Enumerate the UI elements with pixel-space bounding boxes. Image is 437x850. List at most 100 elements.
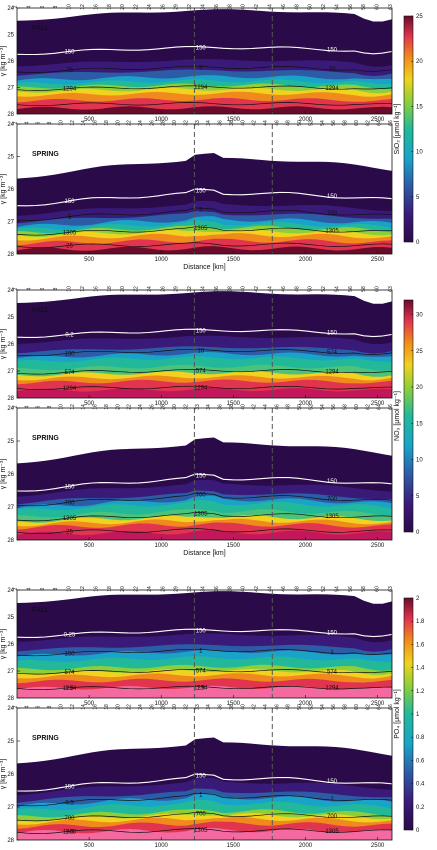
contour-label: 150 <box>196 188 207 194</box>
colorbar-tick-label: 0.6 <box>416 758 425 764</box>
station-tick-label: 60 <box>354 704 360 710</box>
station-tick-label: 16 <box>93 586 99 592</box>
ytick-label: 28 <box>7 112 14 118</box>
contour-label: 150 <box>196 473 207 479</box>
station-tick-label: 16 <box>93 404 99 410</box>
data-band <box>17 529 392 540</box>
station-tick-label: 52 <box>321 586 327 592</box>
ytick-label: 28 <box>7 838 14 844</box>
station-tick-label: 42 <box>254 4 260 10</box>
ytick-label: 26 <box>7 187 14 193</box>
station-tick-label: 38 <box>227 4 233 10</box>
station-tick-label: 2 <box>13 705 19 708</box>
colorbar-tick-label: 2 <box>416 596 420 602</box>
contour-label: 700 <box>64 816 75 822</box>
station-tick-label: 33 <box>195 404 201 410</box>
station-tick-label: 18 <box>107 586 113 592</box>
station-tick-label: 8 <box>47 121 53 124</box>
ytick-label: 27 <box>7 669 14 675</box>
contour-label: 150 <box>64 351 75 357</box>
station-tick-label: 34 <box>206 120 212 126</box>
station-tick-label: 34 <box>201 286 207 292</box>
station-tick-label: 56 <box>348 586 354 592</box>
station-tick-label: 4 <box>24 705 30 708</box>
contour-label: 1294 <box>194 85 208 91</box>
contour-label: 700 <box>327 814 338 820</box>
station-tick-label: 48 <box>294 586 300 592</box>
xtick-label: 1500 <box>227 843 241 849</box>
colorbar: 0 5 10 15 20 25 SiO₂ [μmol kg⁻¹] <box>394 14 423 246</box>
station-tick-label: 32 <box>184 404 190 410</box>
station-tick-label: 22 <box>127 120 133 126</box>
x-axis-label: Distance [km] <box>183 550 225 557</box>
contour-label: 150 <box>327 779 338 785</box>
contour-line <box>17 648 392 657</box>
station-tick-label: 42 <box>252 120 258 126</box>
contour-label: 5 <box>199 65 203 71</box>
station-tick-label: 40 <box>240 120 246 126</box>
panel-title: SPRING <box>32 435 59 442</box>
station-tick-label: 6 <box>36 405 42 408</box>
station-tick-label: 24 <box>138 404 144 410</box>
ytick-label: 25 <box>7 155 14 161</box>
contour-line <box>17 226 392 236</box>
contour-label: 0.2 <box>65 333 74 339</box>
station-tick-label: 26 <box>160 4 166 10</box>
station-tick-label: 6 <box>40 5 46 8</box>
station-tick-label: 56 <box>348 286 354 292</box>
contour-label: 150 <box>64 651 75 657</box>
colorbar-label: PO₄ [μmol kg⁻¹] <box>394 689 401 739</box>
xtick-label: 500 <box>84 117 95 123</box>
contour-label: 75 <box>66 68 73 74</box>
contour-label: 1294 <box>325 369 339 375</box>
ytick-label: 27 <box>7 805 14 811</box>
contour-line <box>17 207 392 221</box>
station-tick-label: 24 <box>147 4 153 10</box>
station-tick-label: 40 <box>241 286 247 292</box>
station-tick-label: 10 <box>59 404 65 410</box>
station-tick-label: 54 <box>334 4 340 10</box>
station-tick-label: 62 <box>365 120 371 126</box>
xtick-label: 2500 <box>371 117 385 123</box>
data-band <box>17 685 392 698</box>
data-band <box>17 246 392 254</box>
station-tick-label: 2 <box>13 5 19 8</box>
station-tick-label: 24 <box>147 286 153 292</box>
panel-title: FALL <box>32 25 50 32</box>
station-tick-label: 8 <box>53 587 59 590</box>
y-axis-label: γ [kg m⁻³] <box>0 174 7 205</box>
ytick-label: 28 <box>7 252 14 258</box>
contour-line <box>17 628 392 638</box>
contour-label: 574 <box>327 350 338 356</box>
station-tick-label: 62 <box>365 704 371 710</box>
station-tick-label: 26 <box>149 404 155 410</box>
contour-label: 150 <box>64 484 75 490</box>
xtick-label: 2500 <box>371 843 385 849</box>
station-tick-label: 22 <box>134 4 140 10</box>
ytick-label: 26 <box>7 472 14 478</box>
contour-label: 5 <box>199 207 203 213</box>
xtick-label: 1000 <box>155 701 169 707</box>
y-axis-label: γ [kg m⁻³] <box>0 46 7 77</box>
station-tick-label: 30 <box>172 704 178 710</box>
colorbar-tick-label: 1.8 <box>416 619 425 625</box>
station-tick-label: 50 <box>308 286 314 292</box>
colorbar-tick-label: 10 <box>416 150 423 156</box>
station-tick-label: 22 <box>134 586 140 592</box>
ytick-label: 24 <box>7 288 14 294</box>
station-tick-label: 22 <box>134 286 140 292</box>
colorbar-tick-label: 15 <box>416 421 423 427</box>
colorbar-tick-label: 1.6 <box>416 642 425 648</box>
station-tick-label: 44 <box>268 586 274 592</box>
station-tick-label: 29 <box>174 586 180 592</box>
xtick-label: 1000 <box>155 843 169 849</box>
station-tick-label: 8 <box>47 405 53 408</box>
station-tick-label: 32 <box>187 586 193 592</box>
station-tick-label: 60 <box>354 404 360 410</box>
panel-title: SPRING <box>32 151 59 158</box>
station-tick-label: 58 <box>343 120 349 126</box>
contour-label: 150 <box>196 628 207 634</box>
contour-label: 1294 <box>63 686 77 692</box>
